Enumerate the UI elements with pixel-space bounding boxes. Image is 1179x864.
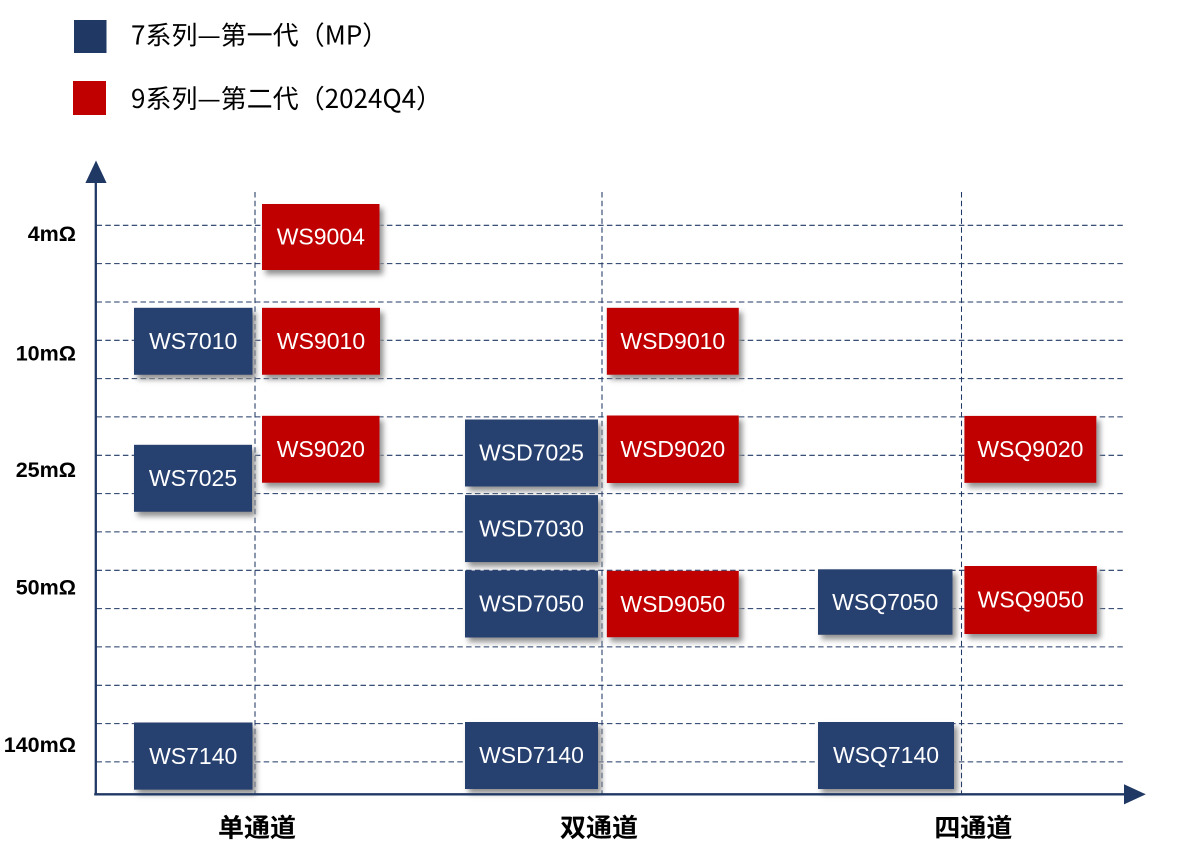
svg-text:WSQ7140: WSQ7140 bbox=[833, 742, 939, 768]
svg-text:WSD9050: WSD9050 bbox=[620, 591, 725, 617]
svg-text:10mΩ: 10mΩ bbox=[16, 341, 76, 365]
svg-text:WS7025: WS7025 bbox=[149, 465, 237, 491]
svg-text:WSQ7050: WSQ7050 bbox=[832, 589, 938, 615]
svg-text:WS7140: WS7140 bbox=[149, 743, 237, 769]
svg-text:WSD9010: WSD9010 bbox=[620, 328, 725, 354]
svg-text:WSQ9020: WSQ9020 bbox=[977, 436, 1083, 462]
svg-text:25mΩ: 25mΩ bbox=[16, 458, 76, 482]
svg-text:WSD9020: WSD9020 bbox=[620, 436, 725, 462]
svg-text:WS9010: WS9010 bbox=[277, 328, 365, 354]
svg-text:WSQ9050: WSQ9050 bbox=[978, 587, 1084, 613]
svg-text:WSD7140: WSD7140 bbox=[479, 742, 584, 768]
svg-text:140mΩ: 140mΩ bbox=[4, 733, 76, 757]
svg-text:WS9004: WS9004 bbox=[277, 224, 365, 250]
svg-text:WSD7050: WSD7050 bbox=[479, 591, 584, 617]
svg-text:WSD7025: WSD7025 bbox=[479, 440, 584, 466]
svg-text:WS7010: WS7010 bbox=[149, 328, 237, 354]
svg-text:WSD7030: WSD7030 bbox=[479, 515, 584, 541]
svg-text:WS9020: WS9020 bbox=[277, 436, 365, 462]
svg-text:50mΩ: 50mΩ bbox=[16, 576, 76, 600]
svg-text:4mΩ: 4mΩ bbox=[28, 222, 76, 246]
